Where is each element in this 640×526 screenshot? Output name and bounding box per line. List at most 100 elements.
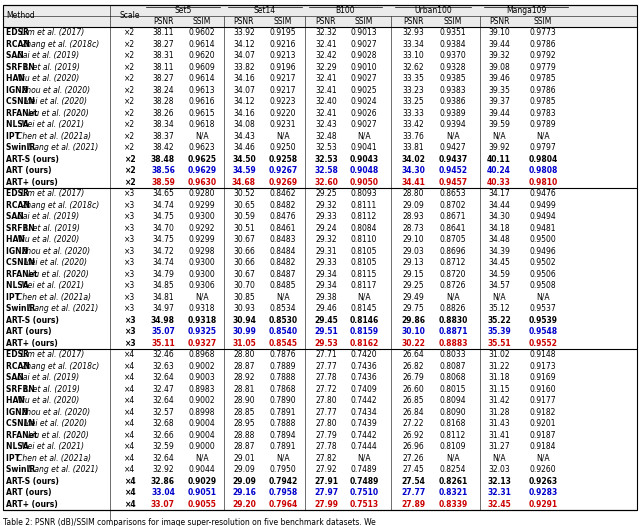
Text: 0.9029: 0.9029 bbox=[188, 477, 216, 485]
Text: 0.9299: 0.9299 bbox=[189, 201, 215, 210]
Text: 32.92: 32.92 bbox=[152, 466, 174, 474]
Text: ×4: ×4 bbox=[124, 431, 136, 440]
Text: 31.28: 31.28 bbox=[488, 408, 509, 417]
Text: 32.40: 32.40 bbox=[315, 97, 337, 106]
Text: SRFBN: SRFBN bbox=[6, 224, 37, 232]
Text: ×3: ×3 bbox=[124, 247, 136, 256]
Text: SRFBN: SRFBN bbox=[6, 63, 37, 72]
Text: 0.8094: 0.8094 bbox=[440, 396, 467, 405]
Text: 29.45: 29.45 bbox=[314, 316, 338, 325]
Text: 0.8871: 0.8871 bbox=[438, 327, 468, 336]
Text: 38.28: 38.28 bbox=[152, 97, 173, 106]
Text: 0.9502: 0.9502 bbox=[530, 258, 556, 267]
Text: 38.27: 38.27 bbox=[152, 40, 174, 49]
Text: ×3: ×3 bbox=[124, 304, 136, 313]
Text: 0.8093: 0.8093 bbox=[351, 189, 378, 198]
Text: 32.32: 32.32 bbox=[315, 28, 337, 37]
Text: CSNLN: CSNLN bbox=[6, 258, 38, 267]
Text: 0.9792: 0.9792 bbox=[530, 51, 556, 60]
Text: 0.8168: 0.8168 bbox=[440, 419, 466, 428]
Bar bbox=[3, 5, 637, 27]
Text: 29.24: 29.24 bbox=[315, 224, 337, 232]
Text: SAN: SAN bbox=[6, 213, 26, 221]
Text: ×4: ×4 bbox=[124, 442, 136, 451]
Text: 30.67: 30.67 bbox=[233, 235, 255, 244]
Text: 34.02: 34.02 bbox=[401, 155, 425, 164]
Text: 40.24: 40.24 bbox=[487, 166, 511, 175]
Text: 0.9184: 0.9184 bbox=[530, 442, 556, 451]
Text: 29.33: 29.33 bbox=[315, 213, 337, 221]
Text: 31.27: 31.27 bbox=[488, 442, 510, 451]
Text: 0.7876: 0.7876 bbox=[269, 350, 296, 359]
Text: 26.60: 26.60 bbox=[402, 385, 424, 394]
Text: 29.15: 29.15 bbox=[402, 270, 424, 279]
Text: 33.92: 33.92 bbox=[233, 28, 255, 37]
Text: 0.7950: 0.7950 bbox=[269, 466, 296, 474]
Text: 39.92: 39.92 bbox=[488, 143, 510, 152]
Text: Zhang et al. (2018c): Zhang et al. (2018c) bbox=[20, 40, 99, 49]
Text: 35.51: 35.51 bbox=[487, 339, 511, 348]
Text: 32.13: 32.13 bbox=[487, 477, 511, 485]
Text: 0.9785: 0.9785 bbox=[530, 97, 556, 106]
Text: 0.9386: 0.9386 bbox=[440, 97, 467, 106]
Text: 32.53: 32.53 bbox=[314, 155, 338, 164]
Text: 0.9213: 0.9213 bbox=[269, 51, 296, 60]
Text: 33.42: 33.42 bbox=[402, 120, 424, 129]
Text: ×2: ×2 bbox=[124, 132, 136, 141]
Text: 0.9299: 0.9299 bbox=[189, 235, 215, 244]
Text: 34.12: 34.12 bbox=[233, 40, 255, 49]
Text: ×3: ×3 bbox=[124, 270, 136, 279]
Text: 32.41: 32.41 bbox=[315, 40, 337, 49]
Text: 0.9231: 0.9231 bbox=[269, 120, 296, 129]
Text: N/A: N/A bbox=[536, 454, 550, 463]
Text: 0.9328: 0.9328 bbox=[440, 63, 467, 72]
Text: Li et al. (2019): Li et al. (2019) bbox=[24, 224, 81, 232]
Text: 27.78: 27.78 bbox=[315, 373, 337, 382]
Text: 0.8462: 0.8462 bbox=[269, 189, 296, 198]
Text: 0.8540: 0.8540 bbox=[268, 327, 298, 336]
Text: Dai et al. (2019): Dai et al. (2019) bbox=[17, 51, 79, 60]
Text: 38.26: 38.26 bbox=[152, 109, 174, 118]
Text: 0.9216: 0.9216 bbox=[269, 40, 296, 49]
Text: 0.8261: 0.8261 bbox=[438, 477, 468, 485]
Text: 26.79: 26.79 bbox=[402, 373, 424, 382]
Text: 33.81: 33.81 bbox=[402, 143, 424, 152]
Text: 0.9602: 0.9602 bbox=[189, 28, 215, 37]
Text: 0.9783: 0.9783 bbox=[530, 109, 556, 118]
Text: 0.9499: 0.9499 bbox=[530, 201, 556, 210]
Text: 0.7964: 0.7964 bbox=[268, 500, 298, 509]
Text: 0.9804: 0.9804 bbox=[529, 155, 557, 164]
Text: SwinIR: SwinIR bbox=[6, 304, 38, 313]
Text: 0.9785: 0.9785 bbox=[530, 74, 556, 83]
Text: 38.27: 38.27 bbox=[152, 74, 174, 83]
Text: 34.57: 34.57 bbox=[488, 281, 510, 290]
Text: 34.74: 34.74 bbox=[152, 258, 174, 267]
Text: 32.60: 32.60 bbox=[314, 178, 338, 187]
Text: ×2: ×2 bbox=[124, 109, 136, 118]
Text: PSNR: PSNR bbox=[489, 17, 509, 26]
Text: 29.16: 29.16 bbox=[232, 488, 256, 497]
Text: 32.64: 32.64 bbox=[152, 396, 174, 405]
Text: 32.46: 32.46 bbox=[152, 350, 174, 359]
Text: 0.9250: 0.9250 bbox=[269, 143, 296, 152]
Text: 26.96: 26.96 bbox=[402, 442, 424, 451]
Text: 0.8998: 0.8998 bbox=[189, 408, 215, 417]
Text: 0.9025: 0.9025 bbox=[351, 86, 378, 95]
Text: 32.58: 32.58 bbox=[314, 166, 338, 175]
Text: 0.9004: 0.9004 bbox=[189, 431, 216, 440]
Text: 0.9195: 0.9195 bbox=[269, 28, 296, 37]
Text: ×3: ×3 bbox=[124, 339, 136, 348]
Text: 33.25: 33.25 bbox=[402, 97, 424, 106]
Text: 0.8110: 0.8110 bbox=[351, 235, 377, 244]
Text: ×2: ×2 bbox=[124, 40, 136, 49]
Text: 0.9476: 0.9476 bbox=[530, 189, 556, 198]
Text: 34.68: 34.68 bbox=[232, 178, 256, 187]
Text: ×4: ×4 bbox=[124, 385, 136, 394]
Text: 0.9182: 0.9182 bbox=[530, 408, 556, 417]
Text: Liu et al. (2020): Liu et al. (2020) bbox=[28, 109, 89, 118]
Text: 0.7890: 0.7890 bbox=[269, 396, 296, 405]
Text: SwinIR: SwinIR bbox=[6, 143, 38, 152]
Text: RCAN: RCAN bbox=[6, 40, 33, 49]
Text: PSNR: PSNR bbox=[316, 17, 336, 26]
Text: RFANet: RFANet bbox=[6, 109, 40, 118]
